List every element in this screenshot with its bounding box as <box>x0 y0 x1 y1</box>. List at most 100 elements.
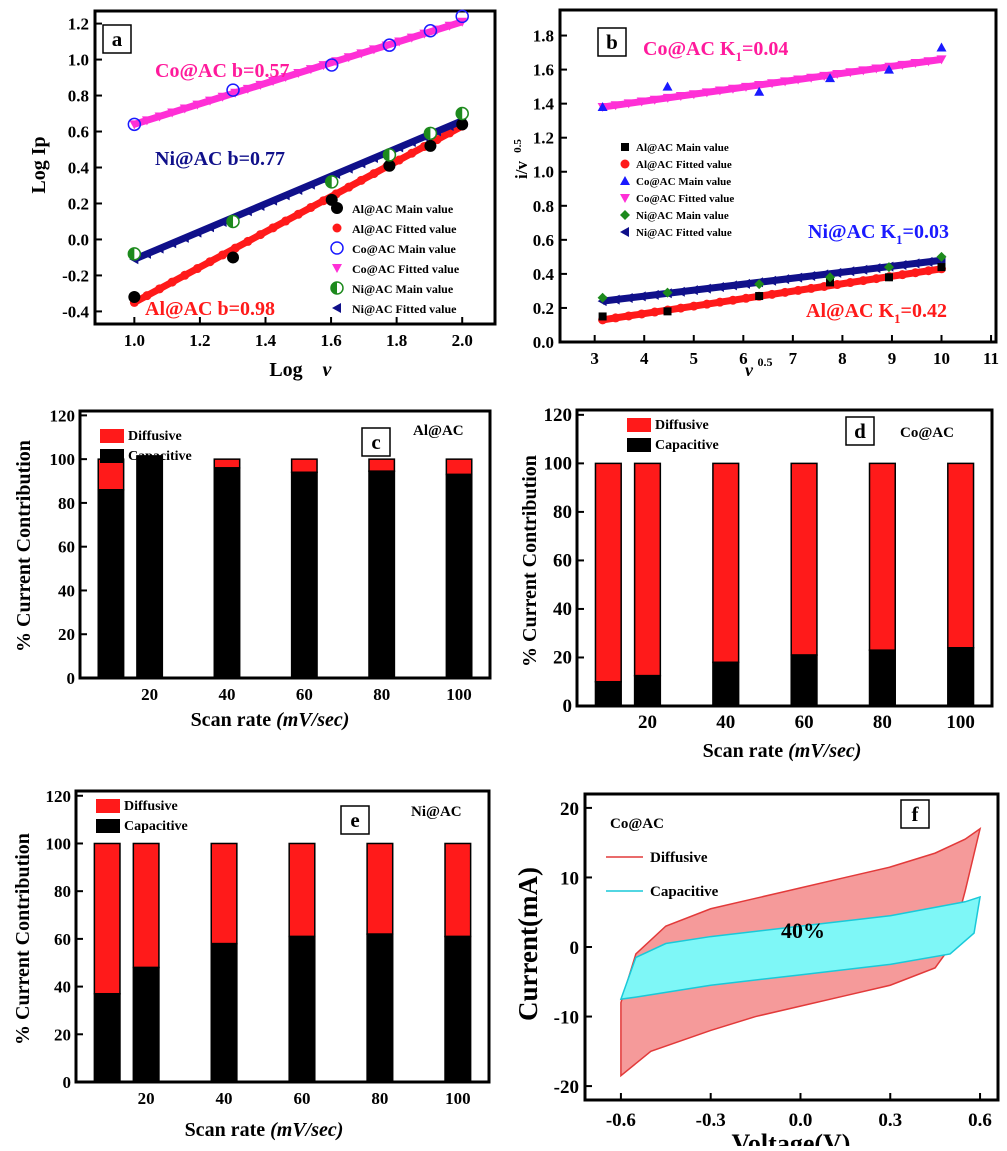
chart-c-xtick-label: 80 <box>373 685 390 704</box>
chart-f-ytick-label: 20 <box>560 799 579 820</box>
chart-b-fit-line-marker <box>897 60 908 70</box>
chart-b-point <box>662 287 673 298</box>
chart-b-xtick-label: 7 <box>789 349 798 368</box>
chart-e-legend-label: Diffusive <box>124 799 178 814</box>
chart-b-point <box>826 278 835 287</box>
chart-b-xtick-label: 10 <box>933 349 950 368</box>
chart-a-fit-line-marker <box>217 216 227 227</box>
chart-b-point <box>884 273 893 282</box>
chart-e-bar-diffusive <box>444 842 472 938</box>
chart-a-fit-line-marker <box>407 148 417 158</box>
chart-d-bar-diffusive <box>712 462 740 664</box>
chart-a-fit-line-marker <box>242 206 252 217</box>
chart-e-bar-capacitive <box>444 935 472 1083</box>
chart-e-label: e <box>350 808 359 832</box>
chart-b-fit-line-marker <box>714 281 724 292</box>
chart-c-xtick-label: 100 <box>446 685 472 704</box>
chart-b-annotation-sub: 1 <box>896 232 903 247</box>
chart-c-xtick-label: 40 <box>218 685 235 704</box>
chart-b-fit-line-marker <box>923 57 934 67</box>
chart-a-fit-line-marker <box>180 270 190 280</box>
chart-b-label-box <box>597 27 627 57</box>
chart-a-fit-line-marker <box>230 243 240 253</box>
chart-b-legend-label: Ni@AC Main value <box>636 210 729 222</box>
chart-b-point <box>755 292 764 301</box>
chart-b-fit-line-marker <box>936 55 947 65</box>
chart-e-label-box <box>340 805 370 835</box>
chart-a-fit-line-marker <box>242 84 253 94</box>
chart-a-point-half <box>325 175 332 188</box>
chart-e-legend-swatch <box>96 799 120 813</box>
chart-b-fit-line-marker <box>740 278 750 289</box>
chart-b-fit-line-marker <box>688 90 699 100</box>
chart-c-bar-capacitive <box>290 471 318 679</box>
chart-b-point <box>597 102 608 112</box>
chart-a-fit-line-marker <box>356 158 366 169</box>
chart-c-legend-swatch <box>100 429 124 443</box>
chart-b-annotation: Co@AC K1=0.04 <box>643 38 788 64</box>
chart-b-xtick-label: 3 <box>590 349 599 368</box>
chart-b-ytick-label: 0.8 <box>533 197 554 216</box>
chart-b-fit-line-marker <box>688 285 698 296</box>
chart-a-point <box>423 24 438 38</box>
chart-f-ytick-label: -20 <box>554 1077 579 1098</box>
chart-e-bar-capacitive <box>210 942 238 1083</box>
chart-a-fit-line-marker <box>192 227 202 238</box>
chart-b-legend-label: Co@AC Fitted value <box>636 193 734 205</box>
chart-b-annotation-text: Al@AC K <box>806 300 894 322</box>
chart-d-legend-swatch <box>627 418 651 432</box>
chart-panel-c: 0 20 40 60 80 100 120 20 40 60 80 100 Diffusive Capac… <box>0 381 503 764</box>
chart-a-fit-line-marker <box>255 230 265 240</box>
chart-panel-b: 0.0 0.2 0.4 0.6 0.8 1.0 1.2 1.4 1.6 1.8 3 4 5 6 7 8 9 10 1… <box>503 0 1007 381</box>
chart-b-ytick-label: 1.4 <box>533 95 555 114</box>
chart-c-bar-capacitive <box>213 467 241 679</box>
chart-b-annotation-sub: 1 <box>894 311 901 326</box>
chart-a-point <box>227 251 240 264</box>
chart-c-label-box <box>361 427 391 457</box>
chart-a-fit-line-marker <box>155 284 165 294</box>
chart-a-legend-label: Al@AC Main value <box>352 202 454 216</box>
chart-e-bar-capacitive <box>93 992 121 1083</box>
chart-f-ytick-label: 0 <box>570 938 580 959</box>
chart-a-legend-marker <box>330 241 344 255</box>
chart-d-inset-title: Co@AC <box>900 425 954 441</box>
chart-c-bar-capacitive <box>97 489 125 679</box>
chart-e-legend-label: Capacitive <box>124 819 188 834</box>
chart-b-fit-line-marker <box>715 297 725 307</box>
chart-a-point <box>128 291 141 304</box>
chart-b-legend-label: Co@AC Main value <box>636 176 731 188</box>
chart-b-fit-line-marker <box>741 293 751 303</box>
chart-e-svg: 0 20 40 60 80 100 120 20 40 60 80 100 Diffusive Capac… <box>12 787 491 1141</box>
chart-a-fit-line-marker <box>280 190 290 201</box>
chart-a-fit-line-marker <box>406 33 417 43</box>
chart-a-xtick-label: 1.0 <box>124 331 145 350</box>
chart-a-fit-line-marker <box>230 88 241 98</box>
chart-b-ytick-label: 1.8 <box>533 27 554 46</box>
chart-f-xtick-label: 0.3 <box>878 1110 902 1131</box>
chart-b-legend-marker <box>620 194 630 203</box>
chart-a-fit-line-marker <box>179 104 190 114</box>
chart-a-fit-line-marker <box>141 248 151 259</box>
chart-d-ytick-label: 60 <box>553 550 572 571</box>
chart-b-fit-line-marker <box>610 101 621 111</box>
chart-e-bar-capacitive <box>366 933 394 1083</box>
chart-d-bar-capacitive <box>633 674 662 707</box>
chart-a-fit-line-marker <box>394 155 404 165</box>
chart-b-annotation-text: Ni@AC K <box>808 221 896 243</box>
chart-a-fit-line-marker <box>255 200 265 211</box>
chart-d-bar-capacitive <box>947 647 975 707</box>
chart-a-annotation: Co@AC b=0.57 <box>155 60 289 82</box>
chart-b-fit-line-marker <box>910 59 921 69</box>
chart-a-fit-line-marker <box>368 45 379 55</box>
chart-b-xlabel: v <box>745 360 754 380</box>
chart-e-inset-title: Ni@AC <box>411 804 462 820</box>
chart-d-legend-label: Capacitive <box>655 438 719 453</box>
chart-f-legend-label: Capacitive <box>650 884 719 900</box>
chart-b-fit-line-marker <box>923 266 933 276</box>
chart-d-legend-swatch <box>627 438 651 452</box>
chart-d-xlabel: Scan rate (mV/sec) <box>703 740 862 762</box>
chart-c-legend-swatch <box>100 449 124 463</box>
chart-a-point <box>226 214 240 229</box>
chart-d-legend-label: Diffusive <box>655 418 709 433</box>
chart-f-xtick-label: -0.6 <box>606 1110 636 1131</box>
